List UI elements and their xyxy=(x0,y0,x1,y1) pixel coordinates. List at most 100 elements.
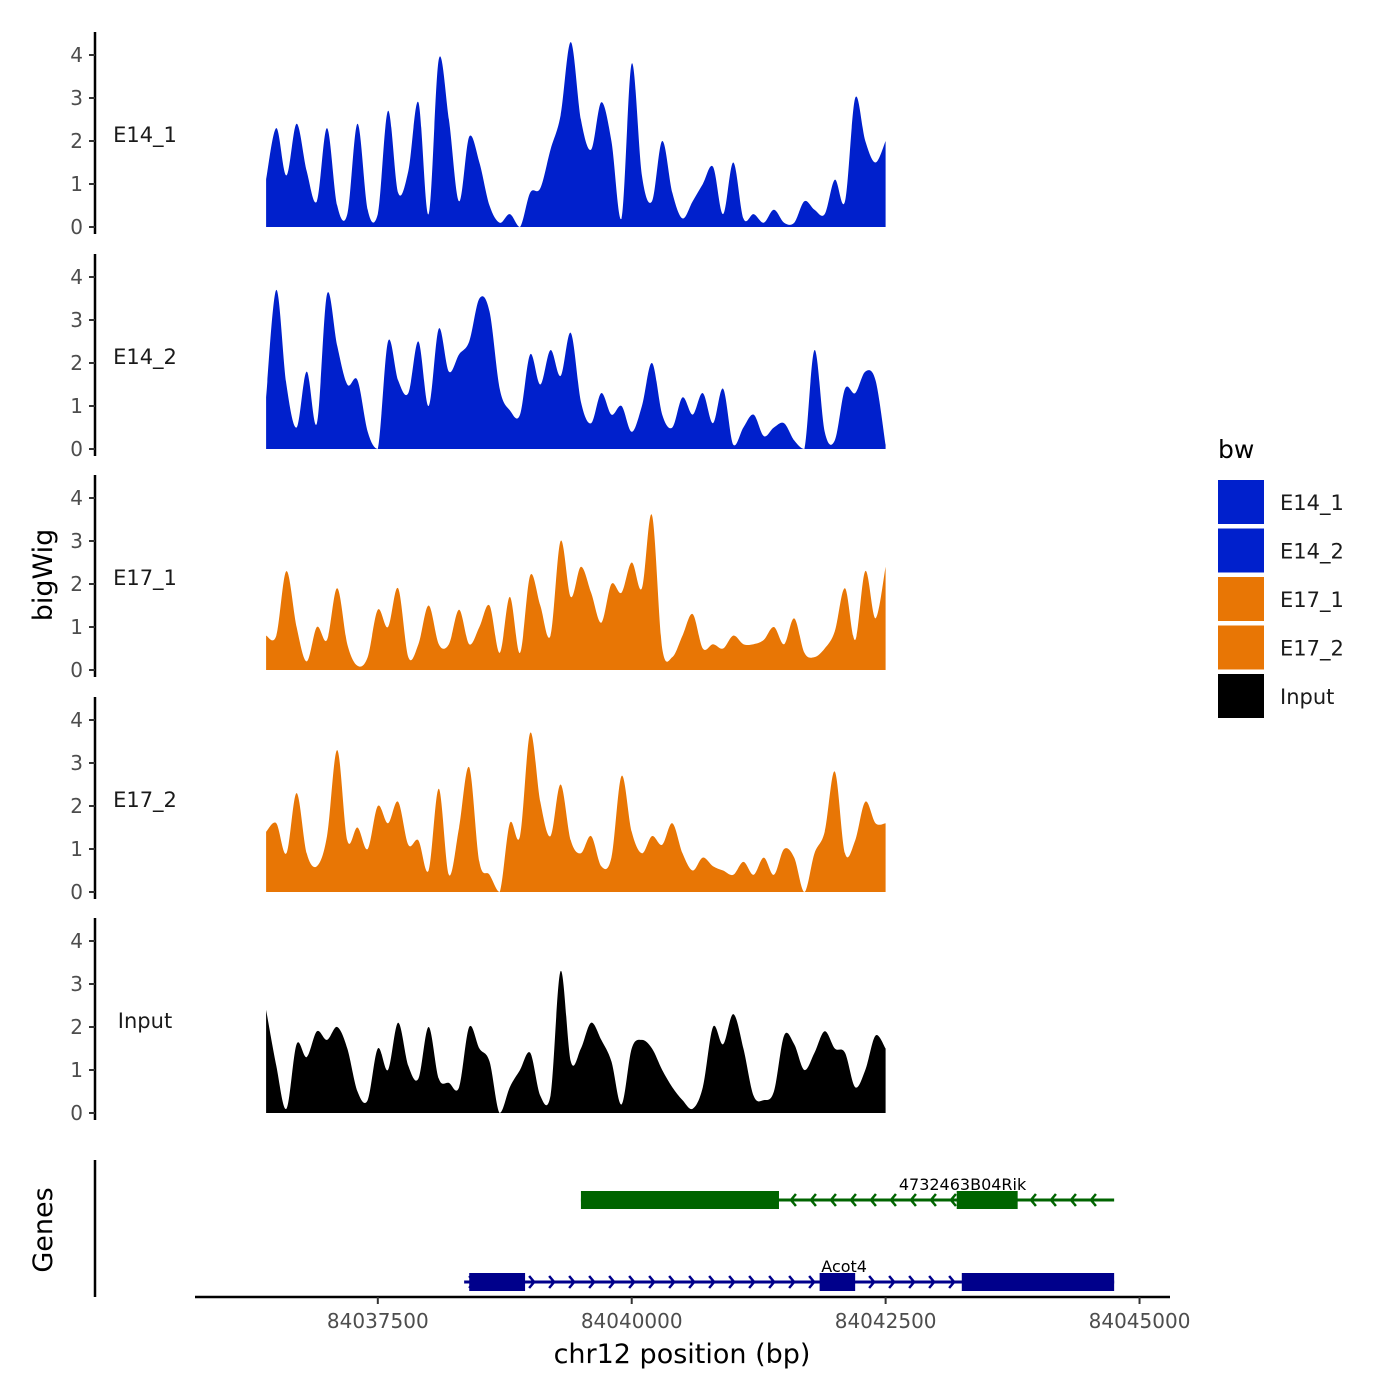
strand-arrow xyxy=(1049,1193,1057,1207)
legend: E14_1 E14_2 E17_1 E17_2 Input xyxy=(1218,480,1344,718)
strand-arrow xyxy=(648,1275,656,1289)
y-tick-label: 3 xyxy=(70,86,83,110)
strand-arrow xyxy=(888,1275,896,1289)
coverage-area-e14-1 xyxy=(266,42,886,227)
legend-item-e17-1: E17_1 xyxy=(1218,577,1344,621)
y-tick-label: 2 xyxy=(70,1015,83,1039)
strand-arrow xyxy=(548,1275,556,1289)
strand-arrow xyxy=(808,1275,816,1289)
track-panel-input: 0 1 2 3 4 Input xyxy=(70,918,886,1125)
strand-arrow xyxy=(1029,1193,1037,1207)
strand-arrow xyxy=(668,1275,676,1289)
strand-arrow xyxy=(788,1275,796,1289)
coverage-area-e14-2 xyxy=(266,289,886,449)
x-axis: 84037500 84040000 84042500 84045000 xyxy=(195,1295,1191,1333)
track-panel-e14-2: 0 1 2 3 4 E14_2 xyxy=(70,254,886,461)
strand-arrow xyxy=(868,1275,876,1289)
strand-arrow xyxy=(1089,1193,1097,1207)
x-axis-title: chr12 position (bp) xyxy=(554,1339,811,1370)
strand-arrow xyxy=(708,1275,716,1289)
y-tick-label: 1 xyxy=(70,615,83,639)
y-tick-label: 4 xyxy=(70,486,83,510)
gene-exon xyxy=(580,1191,779,1209)
y-tick-label: 0 xyxy=(70,1101,83,1125)
legend-title: bw xyxy=(1218,435,1254,464)
y-tick-label: 2 xyxy=(70,351,83,375)
legend-item-e17-2: E17_2 xyxy=(1218,625,1344,670)
y-tick-label: 0 xyxy=(70,658,83,682)
strand-arrow xyxy=(949,1193,957,1207)
track-label: Input xyxy=(118,1009,172,1033)
y-tick-label: 2 xyxy=(70,794,83,818)
strand-arrow xyxy=(568,1275,576,1289)
x-tick-label: 84045000 xyxy=(1089,1309,1191,1333)
gene-label: 4732463B04Rik xyxy=(899,1175,1027,1194)
gene-4732463b04rik: 4732463B04Rik xyxy=(580,1175,1115,1209)
gene-exon xyxy=(469,1273,526,1291)
gene-exon xyxy=(819,1273,856,1291)
track-label: E14_2 xyxy=(113,345,177,370)
y-axis-title: bigWig xyxy=(28,529,59,622)
legend-item-input: Input xyxy=(1218,674,1334,718)
gene-exon xyxy=(961,1273,1115,1291)
strand-arrow xyxy=(909,1193,917,1207)
legend-swatch xyxy=(1218,674,1264,718)
x-tick-label: 84037500 xyxy=(327,1309,429,1333)
legend-label: E14_2 xyxy=(1280,540,1344,565)
y-tick-label: 1 xyxy=(70,394,83,418)
y-tick-label: 0 xyxy=(70,880,83,904)
strand-arrow xyxy=(608,1275,616,1289)
strand-arrow xyxy=(869,1193,877,1207)
strand-arrow xyxy=(929,1193,937,1207)
strand-arrow xyxy=(849,1193,857,1207)
y-tick-label: 0 xyxy=(70,437,83,461)
coverage-area-input xyxy=(266,970,886,1113)
legend-label: E17_2 xyxy=(1280,637,1344,662)
y-tick-label: 3 xyxy=(70,972,83,996)
strand-arrow xyxy=(768,1275,776,1289)
legend-swatch xyxy=(1218,625,1264,670)
legend-label: E17_1 xyxy=(1280,588,1344,613)
track-label: E17_1 xyxy=(113,566,177,591)
track-label: E17_2 xyxy=(113,788,177,813)
legend-item-e14-1: E14_1 xyxy=(1218,480,1344,524)
legend-swatch xyxy=(1218,577,1264,621)
y-tick-label: 2 xyxy=(70,129,83,153)
y-tick-label: 3 xyxy=(70,529,83,553)
track-panel-e17-2: 0 1 2 3 4 E17_2 xyxy=(70,697,886,904)
legend-label: E14_1 xyxy=(1280,491,1344,516)
gene-acot4: Acot4 xyxy=(464,1257,1115,1291)
strand-arrow xyxy=(928,1275,936,1289)
genes-track-title: Genes xyxy=(28,1187,59,1272)
strand-arrow xyxy=(528,1275,536,1289)
y-tick-label: 3 xyxy=(70,308,83,332)
coverage-area-e17-2 xyxy=(266,732,886,892)
legend-item-e14-2: E14_2 xyxy=(1218,528,1344,573)
x-tick-label: 84042500 xyxy=(835,1309,937,1333)
legend-swatch xyxy=(1218,480,1264,524)
y-tick-label: 4 xyxy=(70,265,83,289)
gene-label: Acot4 xyxy=(821,1257,867,1276)
legend-label: Input xyxy=(1280,685,1334,709)
legend-swatch xyxy=(1218,528,1264,573)
track-panel-e17-1: 0 1 2 3 4 E17_1 xyxy=(70,475,886,682)
coverage-area-e17-1 xyxy=(266,514,886,670)
y-tick-label: 1 xyxy=(70,837,83,861)
strand-arrow xyxy=(809,1193,817,1207)
y-tick-label: 4 xyxy=(70,708,83,732)
y-tick-label: 1 xyxy=(70,1058,83,1082)
track-panel-e14-1: 0 1 2 3 4 E14_1 xyxy=(70,32,886,239)
y-tick-label: 0 xyxy=(70,215,83,239)
y-tick-label: 4 xyxy=(70,929,83,953)
strand-arrow xyxy=(688,1275,696,1289)
y-tick-label: 4 xyxy=(70,43,83,67)
gene-exon xyxy=(956,1191,1018,1209)
gene-track: 4732463B04Rik Acot4 xyxy=(93,1160,1115,1297)
y-tick-label: 1 xyxy=(70,172,83,196)
strand-arrow xyxy=(628,1275,636,1289)
strand-arrow xyxy=(889,1193,897,1207)
y-tick-label: 3 xyxy=(70,751,83,775)
strand-arrow xyxy=(1069,1193,1077,1207)
y-tick-label: 2 xyxy=(70,572,83,596)
